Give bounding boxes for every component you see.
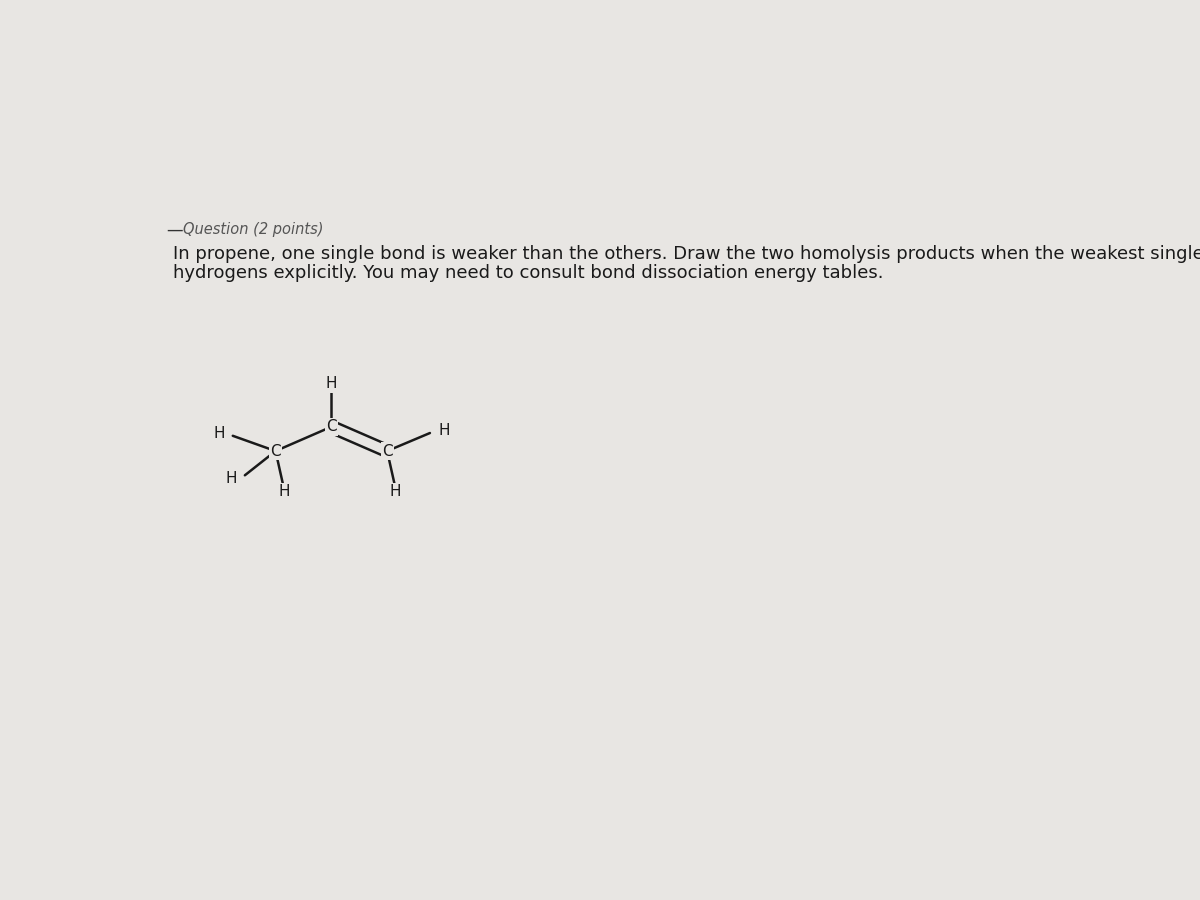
Text: C: C bbox=[382, 444, 392, 458]
Text: H: H bbox=[278, 483, 289, 499]
Text: H: H bbox=[390, 483, 401, 499]
Text: C: C bbox=[270, 444, 281, 458]
Text: H: H bbox=[325, 376, 337, 392]
Text: H: H bbox=[214, 427, 226, 441]
Text: hydrogens explicitly. You may need to consult bond dissociation energy tables.: hydrogens explicitly. You may need to co… bbox=[173, 264, 883, 282]
Text: C: C bbox=[326, 419, 337, 435]
Text: H: H bbox=[438, 423, 450, 437]
Text: Question (2 points): Question (2 points) bbox=[182, 221, 323, 237]
Text: In propene, one single bond is weaker than the others. Draw the two homolysis pr: In propene, one single bond is weaker th… bbox=[173, 245, 1200, 263]
Text: H: H bbox=[226, 471, 238, 486]
Text: —: — bbox=[167, 220, 184, 238]
